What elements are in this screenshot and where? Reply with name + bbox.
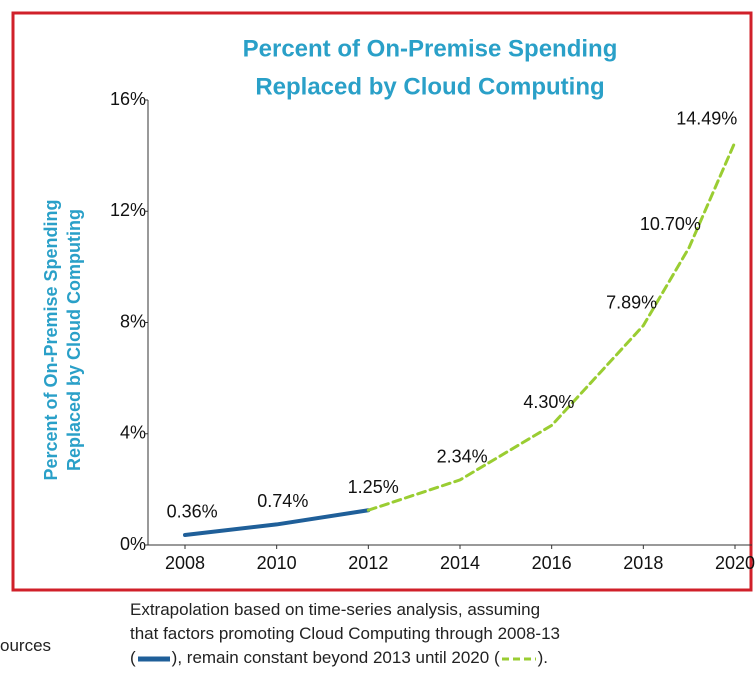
y-tick-label: 4%	[120, 423, 146, 443]
footnote-line: ( ), remain constant beyond 2013 until 20…	[130, 646, 560, 670]
footnote-text: ), remain constant beyond 2013 until 202…	[171, 648, 500, 667]
legend-solid	[137, 656, 170, 662]
y-axis-label: Percent of On-Premise Spending	[41, 199, 61, 480]
footnote-line: Extrapolation based on time-series analy…	[130, 600, 541, 619]
data-label: 10.70%	[640, 214, 701, 234]
x-tick-label: 2020	[715, 553, 755, 573]
footnote-text: ).	[537, 648, 548, 667]
x-tick-label: 2010	[257, 553, 297, 573]
frame	[11, 11, 753, 592]
x-tick-label: 2012	[348, 553, 388, 573]
y-tick-label: 8%	[120, 311, 146, 331]
footnote-line: that factors promoting Cloud Computing t…	[130, 624, 560, 643]
data-label: 4.30%	[523, 392, 574, 412]
y-tick-label: 12%	[110, 200, 146, 220]
x-tick-label: 2008	[165, 553, 205, 573]
x-tick-label: 2018	[623, 553, 663, 573]
data-label: 0.74%	[257, 491, 308, 511]
data-label: 7.89%	[606, 292, 657, 312]
series-line	[366, 140, 737, 512]
legend-dashed	[501, 657, 536, 661]
data-label: 0.36%	[167, 502, 218, 522]
y-axis-label: Replaced by Cloud Computing	[64, 209, 84, 471]
y-tick-label: 0%	[120, 534, 146, 554]
data-label: 2.34%	[437, 447, 488, 467]
data-label: 1.25%	[348, 477, 399, 497]
footnote: Extrapolation based on time-series analy…	[130, 598, 560, 670]
source-label: ources	[0, 636, 52, 655]
footnote-text: (	[130, 648, 136, 667]
chart-title: Replaced by Cloud Computing	[255, 73, 604, 100]
data-label: 14.49%	[676, 109, 737, 129]
chart-title: Percent of On-Premise Spending	[243, 35, 618, 62]
y-tick-label: 16%	[110, 89, 146, 109]
x-tick-label: 2016	[532, 553, 572, 573]
series-line	[183, 508, 371, 537]
x-tick-label: 2014	[440, 553, 480, 573]
